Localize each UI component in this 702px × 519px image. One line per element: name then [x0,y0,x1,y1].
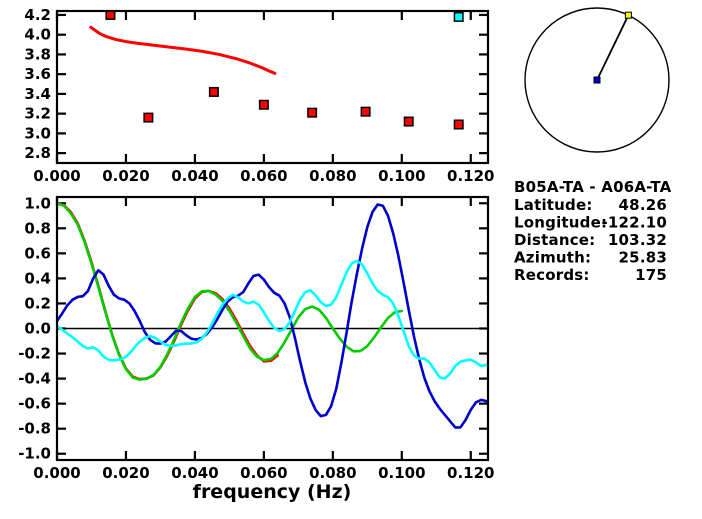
data-point-marker [455,121,463,129]
y-tick-label: 0.0 [24,320,51,338]
y-tick-label: 1.0 [24,194,51,212]
y-tick-label: 3.6 [24,65,51,83]
data-point-marker [144,114,152,122]
inset-circle [524,7,670,153]
x-tick-label: 0.120 [447,464,494,482]
series-group [58,202,487,429]
info-row-value: 48.26 [619,196,667,214]
x-tick-label: 0.000 [33,167,80,185]
info-row-value: 175 [635,266,667,284]
x-tick-label: 0.080 [309,464,356,482]
series-line [58,203,487,429]
x-tick-label: 0.100 [378,167,425,185]
series-line [58,202,404,381]
x-tick-label: 0.020 [102,167,149,185]
upper-panel: 0.000 0.020 0.040 0.060 0.080 0.100 0.120 2.8 3.… [24,6,494,185]
info-row-value: 25.83 [619,249,667,267]
info-row-label: Distance: [514,231,595,249]
data-point-marker [308,109,316,117]
x-tick-label: 0.040 [171,464,218,482]
azimuth-circle-diagram [524,7,670,153]
info-row-label: Latitude: [514,196,593,214]
y-tick-label: 0.2 [24,294,51,312]
y-tick-label: 0.8 [24,219,51,237]
y-tick-label: 3.4 [24,85,51,103]
y-tick-label: 3.8 [24,45,51,63]
data-point-marker [210,88,218,96]
y-tick-label: 4.2 [24,6,51,24]
center-station-marker [594,77,600,83]
y-tick-label: 2.8 [24,144,51,162]
x-tick-label: 0.060 [240,167,287,185]
y-tick-label: 3.0 [24,124,51,142]
data-point-marker [260,101,268,109]
x-axis-title: frequency (Hz) [193,481,352,503]
info-row-value: 103.32 [608,231,667,249]
series-group [89,12,464,130]
station-path-line [596,14,630,81]
x-tick-label: 0.020 [102,464,149,482]
data-point-marker [362,108,370,116]
y-tick-label: -0.8 [18,420,51,438]
x-tick-label: 0.040 [171,167,218,185]
y-tick-label: -0.4 [18,370,51,388]
info-row-label: Azimuth: [514,249,591,267]
y-tick-label: -0.2 [18,345,51,363]
x-tick-label: 0.060 [240,464,287,482]
remote-station-marker [625,12,631,18]
data-point-marker [106,12,114,19]
station-pair-label: B05A-TA - A06A-TA [514,178,672,196]
info-row-label: Longitude: [514,214,607,232]
series-line [58,259,487,380]
x-tick-label: 0.120 [447,167,494,185]
y-tick-label: 0.6 [24,244,51,262]
y-tick-label: 3.2 [24,105,51,123]
lower-panel: 0.000 0.020 0.040 0.060 0.080 0.100 0.120 -1.0 -… [18,194,494,482]
y-tick-label: 0.4 [24,269,51,287]
info-row-value: -122.10 [601,214,667,232]
plot-frame [55,9,490,165]
data-point-marker [405,118,413,126]
series-line [89,25,277,75]
x-tick-label: 0.100 [378,464,425,482]
y-tick-label: 4.0 [24,26,51,44]
x-tick-label: 0.000 [33,464,80,482]
info-row-label: Records: [514,266,590,284]
x-tick-label: 0.080 [309,167,356,185]
y-tick-label: -1.0 [18,445,51,463]
data-point-marker [455,13,463,21]
y-tick-label: -0.6 [18,395,51,413]
